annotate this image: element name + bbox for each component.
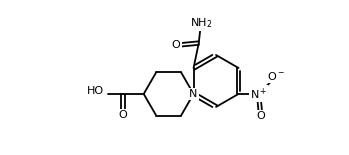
Text: O: O (119, 110, 127, 120)
Text: NH$_2$: NH$_2$ (190, 16, 213, 30)
Text: N: N (190, 89, 198, 99)
Text: O: O (172, 40, 181, 50)
Text: N$^+$: N$^+$ (250, 86, 267, 102)
Text: O: O (256, 111, 265, 121)
Text: O$^-$: O$^-$ (267, 70, 285, 82)
Text: HO: HO (87, 86, 104, 96)
